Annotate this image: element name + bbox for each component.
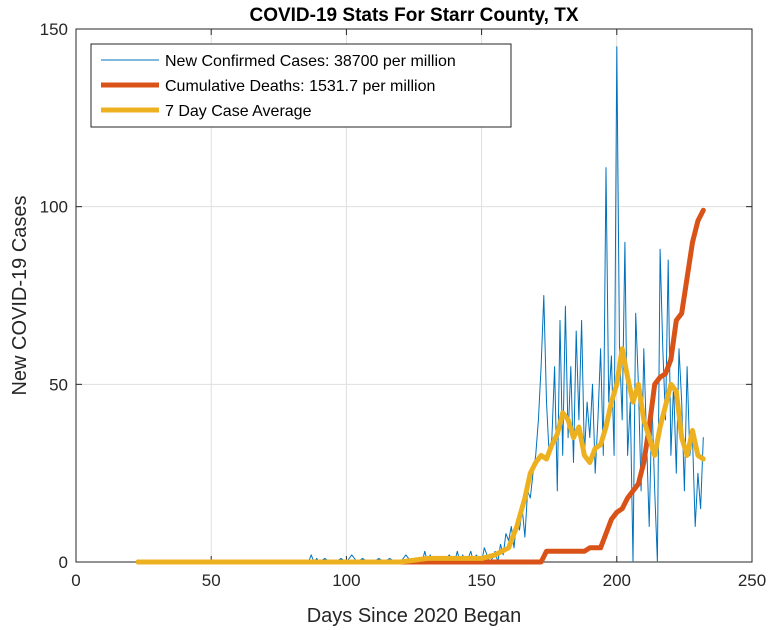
y-tick-label: 0 bbox=[59, 553, 68, 572]
series-line-2 bbox=[135, 207, 706, 565]
legend-label-2: Cumulative Deaths: 1531.7 per million bbox=[165, 78, 435, 95]
y-tick-label: 100 bbox=[40, 198, 68, 217]
chart-title: COVID-19 Stats For Starr County, TX bbox=[249, 5, 578, 26]
y-axis-title: New COVID-19 Cases bbox=[9, 195, 31, 395]
legend: New Confirmed Cases: 38700 per million Cu… bbox=[90, 43, 512, 128]
series-group bbox=[135, 46, 706, 565]
legend-label-3: 7 Day Case Average bbox=[165, 103, 312, 120]
x-tick-label: 50 bbox=[202, 571, 221, 590]
legend-label-1: New Confirmed Cases: 38700 per million bbox=[165, 53, 456, 70]
y-tick-label: 150 bbox=[40, 20, 68, 39]
x-tick-label: 200 bbox=[603, 571, 631, 590]
series-line-3 bbox=[135, 346, 706, 565]
legend-box bbox=[90, 43, 512, 128]
x-tick-label: 150 bbox=[467, 571, 495, 590]
x-tick-label: 100 bbox=[332, 571, 360, 590]
x-tick-label: 250 bbox=[738, 571, 766, 590]
y-tick-label: 50 bbox=[49, 375, 68, 394]
axis-ticks: 0 50 100 150 200 250 0 50 100 150 bbox=[40, 20, 767, 590]
x-tick-label: 0 bbox=[71, 571, 80, 590]
x-axis-title: Days Since 2020 Began bbox=[307, 605, 522, 627]
